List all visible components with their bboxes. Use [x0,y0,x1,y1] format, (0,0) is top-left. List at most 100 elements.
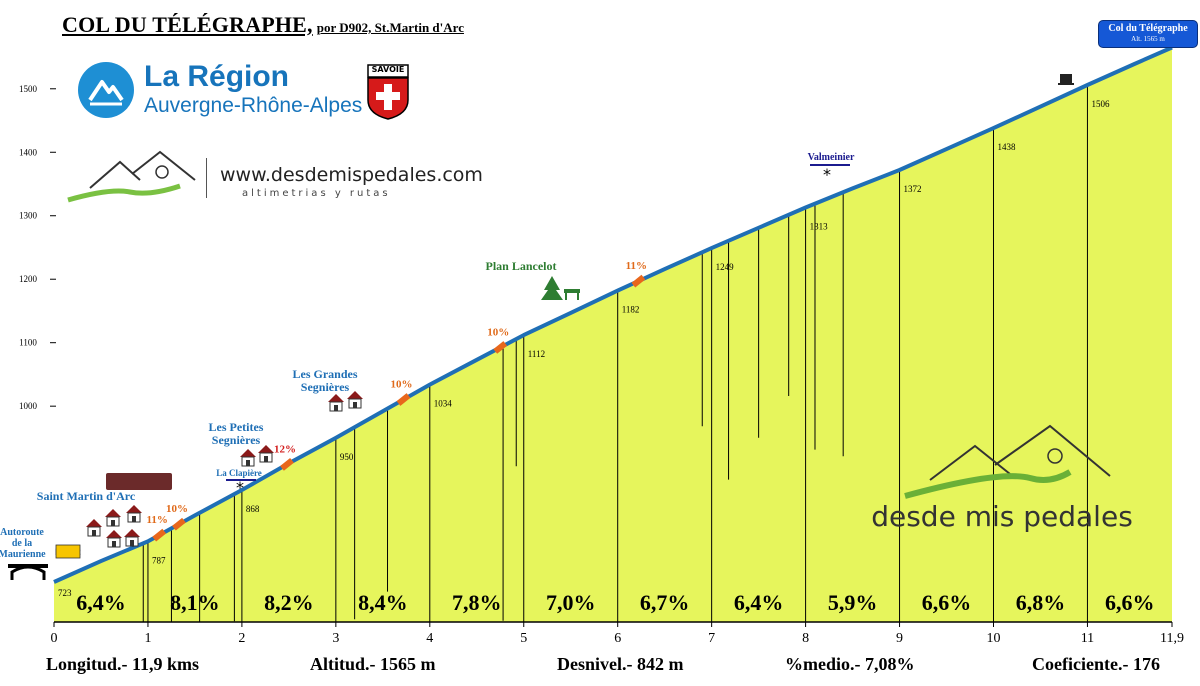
house-icon [124,529,140,547]
place-petites-segnieres: Les Petites Segnières [209,420,264,447]
region-mountain-icon [78,62,134,118]
house-roof [86,519,102,527]
region-subname: Auvergne-Rhône-Alpes [144,94,363,117]
x-tick-label: 11 [1081,631,1094,646]
x-tick-label: 0 [51,631,58,646]
place-valmeinier: Valmeinier [808,152,855,163]
steep-label: 10% [487,326,509,338]
x-tick-label: 2 [238,631,245,646]
x-tick-label: 7 [708,631,715,646]
profile-line [53,45,1173,584]
brand-url: www.desdemispedales.com [220,164,483,186]
route-sign-icon [106,473,172,490]
x-tick-label: 5 [520,631,527,646]
altitude-label: 950 [340,452,354,462]
house-door [92,530,96,536]
profile-area [54,47,1172,622]
y-tick-label: 1000 [19,401,38,411]
x-tick-label: 8 [802,631,809,646]
altitude-label: 1034 [434,399,453,409]
steep-segment [396,393,411,406]
place-grandes-segnieres: Les Grandes Segnières [292,367,357,394]
steep-segment [493,341,508,354]
summit-building-icon [1060,74,1072,84]
watermark-text: desde mis pedales [871,500,1133,533]
house-door [132,516,136,522]
house-door [111,520,115,526]
house-roof [124,529,140,537]
viewpoint-icon: * [823,165,831,184]
house-door [130,540,134,546]
house-roof [258,445,274,453]
x-tick-label: 9 [896,631,903,646]
watermark-spiral-icon [1047,448,1063,464]
altitude-label: 1112 [528,349,545,359]
house-roof [347,391,363,399]
footer-average: %medio.- 7,08% [785,654,915,674]
y-tick-label: 1100 [19,338,37,348]
steep-segment [280,458,294,471]
bench-icon [564,289,580,293]
km-gradient-label: 6,4% [76,590,126,615]
house-icon [328,394,344,412]
brand-logo: www.desdemispedales.com altimetrias y ru… [60,148,483,208]
brand-separator [206,158,207,198]
house-door [264,456,268,462]
x-tick-label: 3 [332,631,339,646]
house-door [353,402,357,408]
watermark-logo: desde mis pedales [871,424,1133,533]
house-icon [106,530,122,548]
km-gradient-label: 6,6% [922,590,972,615]
altitude-label: 868 [246,504,260,514]
footer-altitude: Altitud.- 1565 m [310,654,436,674]
chart-title: COL DU TÉLÉGRAPHE, [62,12,313,37]
brand-mountains-icon [67,150,196,203]
house-roof [240,449,256,457]
house-icon [86,519,102,537]
x-tick-label: 4 [426,631,433,646]
altitude-label: 1506 [1091,99,1110,109]
steep-label: 11% [626,260,647,272]
y-tick-label: 1200 [19,274,38,284]
house-roof [328,394,344,402]
x-tick-label: 11,9 [1160,631,1184,646]
steep-segment [172,517,186,531]
tree-icon [541,276,563,300]
house-roof [126,505,142,513]
place-saint-martin: Saint Martin d'Arc [37,489,136,503]
viewpoint-icon: * [236,478,244,497]
km-gradient-label: 6,4% [734,590,784,615]
road-sign-icon [55,544,81,559]
km-gradient-label: 7,0% [546,590,596,615]
km-gradient-label: 8,4% [358,590,408,615]
x-tick-label: 1 [144,631,151,646]
altitude-label: 1249 [716,262,735,272]
footer-gain: Desnivel.- 842 m [557,654,684,674]
km-gradient-label: 7,8% [452,590,502,615]
place-la-clapiere: La Clapière [216,468,262,478]
steep-label: 10% [390,379,412,391]
steep-label: 11% [147,514,168,526]
watermark-road-icon [904,469,1072,499]
house-roof [105,509,121,517]
chart-subtitle: por D902, St.Martin d'Arc [316,20,464,35]
altitude-label: 1372 [904,184,922,194]
altitude-label: 723 [58,588,72,598]
steep-segment [631,274,646,288]
altitude-label: 1182 [622,305,640,315]
region-logo: La Région Auvergne-Rhône-Alpes [78,60,378,124]
house-door [112,541,116,547]
place-plan-lancelot: Plan Lancelot [486,259,557,273]
house-icon [258,445,274,463]
house-icon [347,391,363,409]
house-icon [105,509,121,527]
watermark-mountain-icon [994,424,1111,477]
footer-coefficient: Coeficiente.- 176 [1032,654,1160,674]
house-roof [106,530,122,538]
place-autoroute: Autoroute de la Maurienne [0,527,46,560]
brand-tagline: altimetrias y rutas [242,188,391,199]
km-gradient-label: 5,9% [828,590,878,615]
bench-leg [565,293,567,300]
house-icon [126,505,142,523]
